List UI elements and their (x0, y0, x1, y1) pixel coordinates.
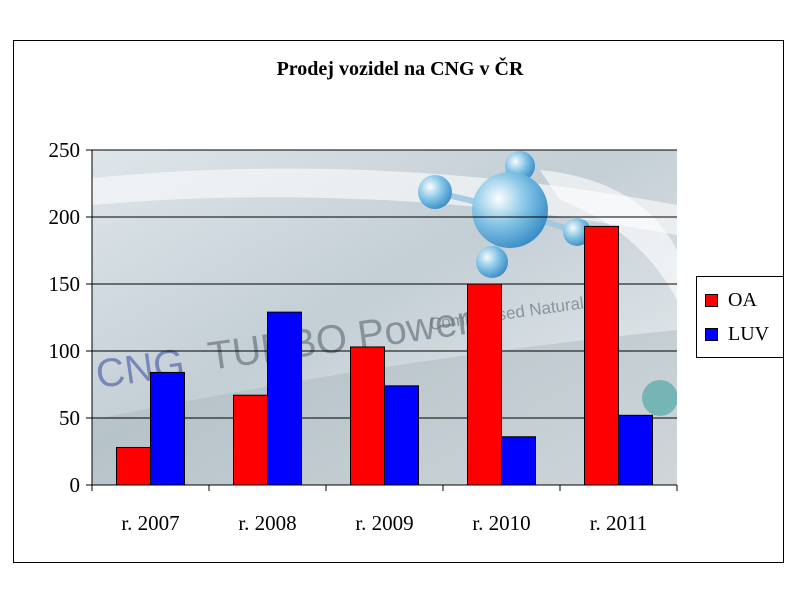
y-tick-label: 200 (49, 205, 81, 229)
legend-swatch-luv (705, 327, 718, 341)
bar-luv-5 (618, 414, 653, 486)
bar-luv-3 (384, 385, 419, 486)
y-tick-label: 100 (49, 339, 81, 363)
x-tick-label: r. 2009 (355, 511, 413, 535)
x-tick-label: r. 2008 (238, 511, 296, 535)
bar-oa-1 (116, 446, 151, 486)
x-tick-label: r. 2007 (121, 511, 179, 535)
legend: OA LUV (696, 276, 784, 358)
y-tick-label: 250 (49, 138, 81, 162)
y-tick-label: 50 (59, 406, 80, 430)
legend-item-oa: OA (705, 288, 757, 312)
y-tick-labels: 0 50 100 150 200 250 (49, 138, 81, 497)
bar-luv-2 (267, 311, 302, 486)
x-tick-labels: r. 2007 r. 2008 r. 2009 r. 2010 r. 2011 (121, 511, 647, 535)
x-tick-label: r. 2011 (590, 511, 648, 535)
bars (116, 225, 653, 486)
y-tick-label: 0 (70, 473, 81, 497)
bar-luv-1 (150, 371, 185, 486)
axes (86, 149, 678, 491)
chart-title: Prodej vozidel na CNG v ČR (276, 58, 524, 80)
legend-item-luv: LUV (705, 322, 769, 346)
legend-label-oa: OA (728, 288, 757, 311)
bar-oa-5 (584, 225, 619, 486)
bar-oa-2 (233, 394, 268, 486)
x-tick-label: r. 2010 (472, 511, 530, 535)
bar-luv-4 (501, 436, 536, 486)
y-tick-label: 150 (49, 272, 81, 296)
bar-oa-4 (467, 283, 502, 486)
legend-swatch-oa (705, 293, 718, 307)
legend-label-luv: LUV (728, 322, 770, 345)
bar-oa-3 (350, 346, 385, 486)
